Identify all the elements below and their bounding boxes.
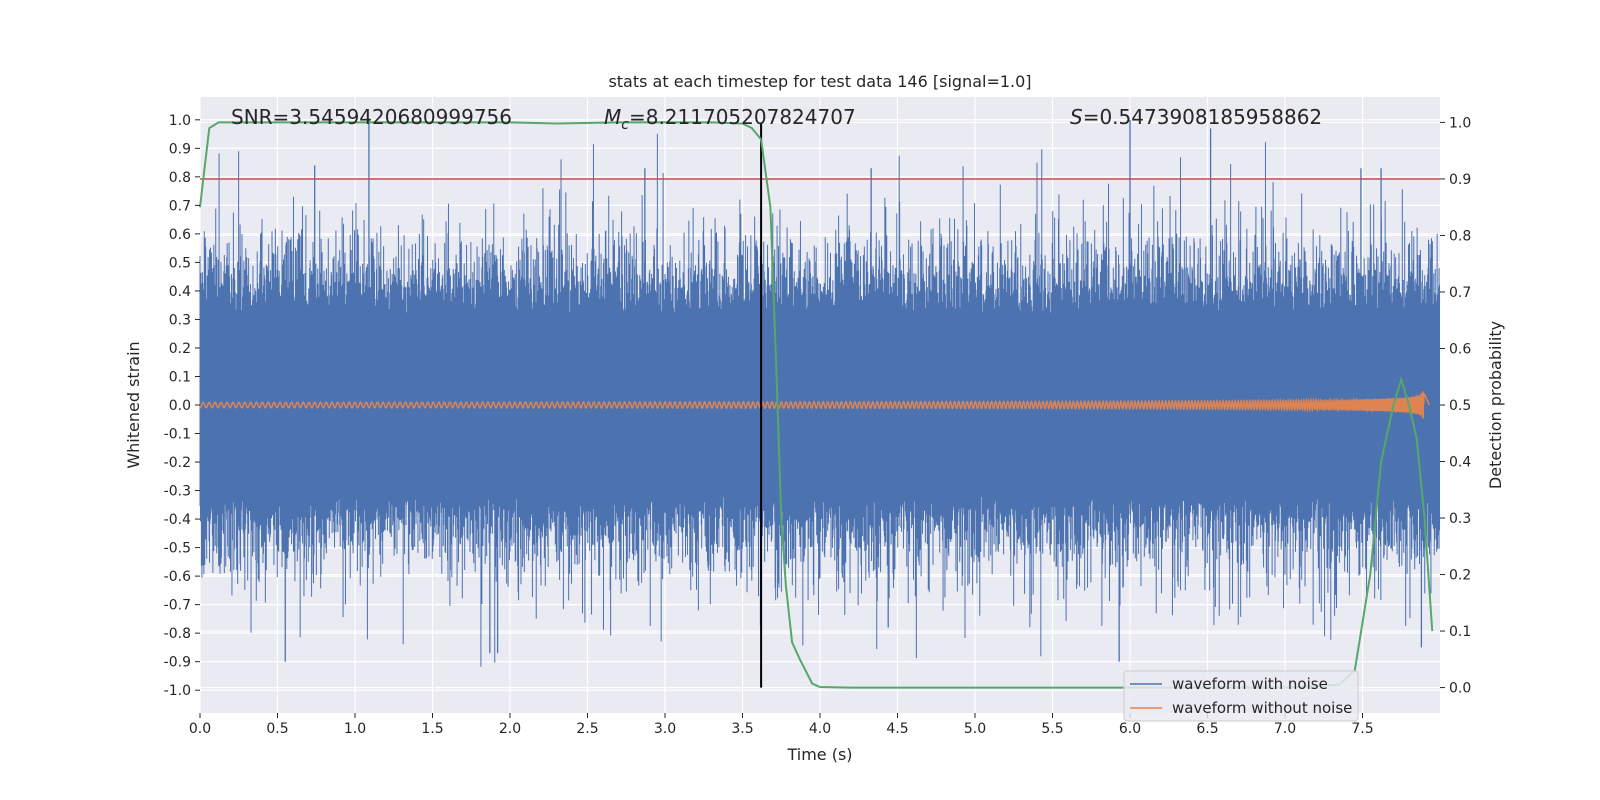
x-tick-label: 7.0: [1274, 721, 1296, 737]
y-tick-label: 0.3: [169, 312, 191, 328]
x-tick-label: 1.0: [344, 721, 366, 737]
s-annotation: S=0.5473908185958862: [1070, 105, 1322, 129]
y-tick-label: -0.4: [164, 512, 191, 528]
x-tick-label: 5.0: [964, 721, 986, 737]
s-value: =0.5473908185958862: [1083, 105, 1322, 129]
y-tick-label: 0.5: [169, 255, 191, 271]
y-tick-label: 0.2: [169, 341, 191, 357]
y2-tick-label: 0.4: [1449, 455, 1471, 471]
chirp-mass-value: =8.211705207824707: [629, 105, 856, 129]
legend-label-clean: waveform without noise: [1172, 699, 1352, 717]
s-symbol: S: [1070, 105, 1083, 129]
y-tick-label: -0.9: [164, 655, 191, 671]
chirp-mass-annotation: Mc=8.211705207824707: [604, 105, 856, 133]
y-tick-label: -0.3: [164, 484, 191, 500]
y-tick-label: -0.7: [164, 598, 191, 614]
x-tick-label: 4.0: [809, 721, 831, 737]
chirp-mass-subscript: c: [621, 117, 629, 133]
x-tick-label: 3.5: [731, 721, 753, 737]
x-tick-label: 0.0: [189, 721, 211, 737]
y2-tick-label: 0.5: [1449, 398, 1471, 414]
y-tick-label: 1.0: [169, 113, 191, 129]
y-tick-label: 0.8: [169, 170, 191, 186]
axis-ticks: 0.0 0.5 1.0 1.5 2.0 2.5 3.0 3.5 4.0 4.5 5.0 5.5 6.0 6…: [164, 113, 1472, 737]
probability-group: [199, 121, 1434, 689]
y2-tick-label: 0.7: [1449, 285, 1471, 301]
legend: waveform with noise waveform without noi…: [1123, 670, 1359, 722]
x-tick-label: 6.5: [1196, 721, 1218, 737]
y2-tick-label: 0.9: [1449, 172, 1471, 188]
x-tick-label: 7.5: [1351, 721, 1373, 737]
clean-waveform: [199, 391, 1430, 419]
y-tick-label: 0.1: [169, 369, 191, 385]
y-tick-label: 0.7: [169, 198, 191, 214]
y2-tick-label: 0.6: [1449, 341, 1471, 357]
y-tick-label: 0.4: [169, 284, 191, 300]
y-tick-label: -0.8: [164, 626, 191, 642]
x-tick-label: 0.5: [266, 721, 288, 737]
snr-annotation: SNR=3.5459420680999756: [231, 105, 512, 129]
chart-title: stats at each timestep for test data 146…: [608, 72, 1031, 91]
y2-tick-label: 0.8: [1449, 228, 1471, 244]
y-tick-label: 0.9: [169, 141, 191, 157]
y-tick-label: -0.5: [164, 541, 191, 557]
legend-label-noisy: waveform with noise: [1172, 675, 1328, 693]
clean-waveform-group: [199, 391, 1430, 419]
x-tick-label: 4.5: [886, 721, 908, 737]
chirp-mass-symbol: M: [604, 105, 621, 129]
y-tick-label: -0.6: [164, 569, 191, 585]
y-tick-label: 0.6: [169, 227, 191, 243]
y-tick-label: -0.2: [164, 455, 191, 471]
x-tick-label: 2.5: [576, 721, 598, 737]
x-tick-label: 5.5: [1041, 721, 1063, 737]
y2-tick-label: 0.0: [1449, 681, 1471, 697]
legend-box: [1123, 670, 1359, 722]
y-tick-label: 0.0: [169, 398, 191, 414]
detection-probability-line: [199, 121, 1434, 689]
x-axis-label: Time (s): [786, 745, 852, 764]
noise-trace: [199, 133, 1441, 667]
y2-axis-label: Detection probability: [1486, 321, 1505, 489]
y2-tick-label: 0.1: [1449, 624, 1471, 640]
y2-tick-label: 1.0: [1449, 115, 1471, 131]
y2-tick-label: 0.2: [1449, 568, 1471, 584]
y-axis-label: Whitened strain: [124, 341, 143, 468]
y2-tick-label: 0.3: [1449, 511, 1471, 527]
x-tick-label: 2.0: [499, 721, 521, 737]
x-tick-label: 3.0: [654, 721, 676, 737]
x-tick-label: 1.5: [421, 721, 443, 737]
y-tick-label: -1.0: [164, 683, 191, 699]
x-tick-label: 6.0: [1119, 721, 1141, 737]
y-tick-label: -0.1: [164, 427, 191, 443]
